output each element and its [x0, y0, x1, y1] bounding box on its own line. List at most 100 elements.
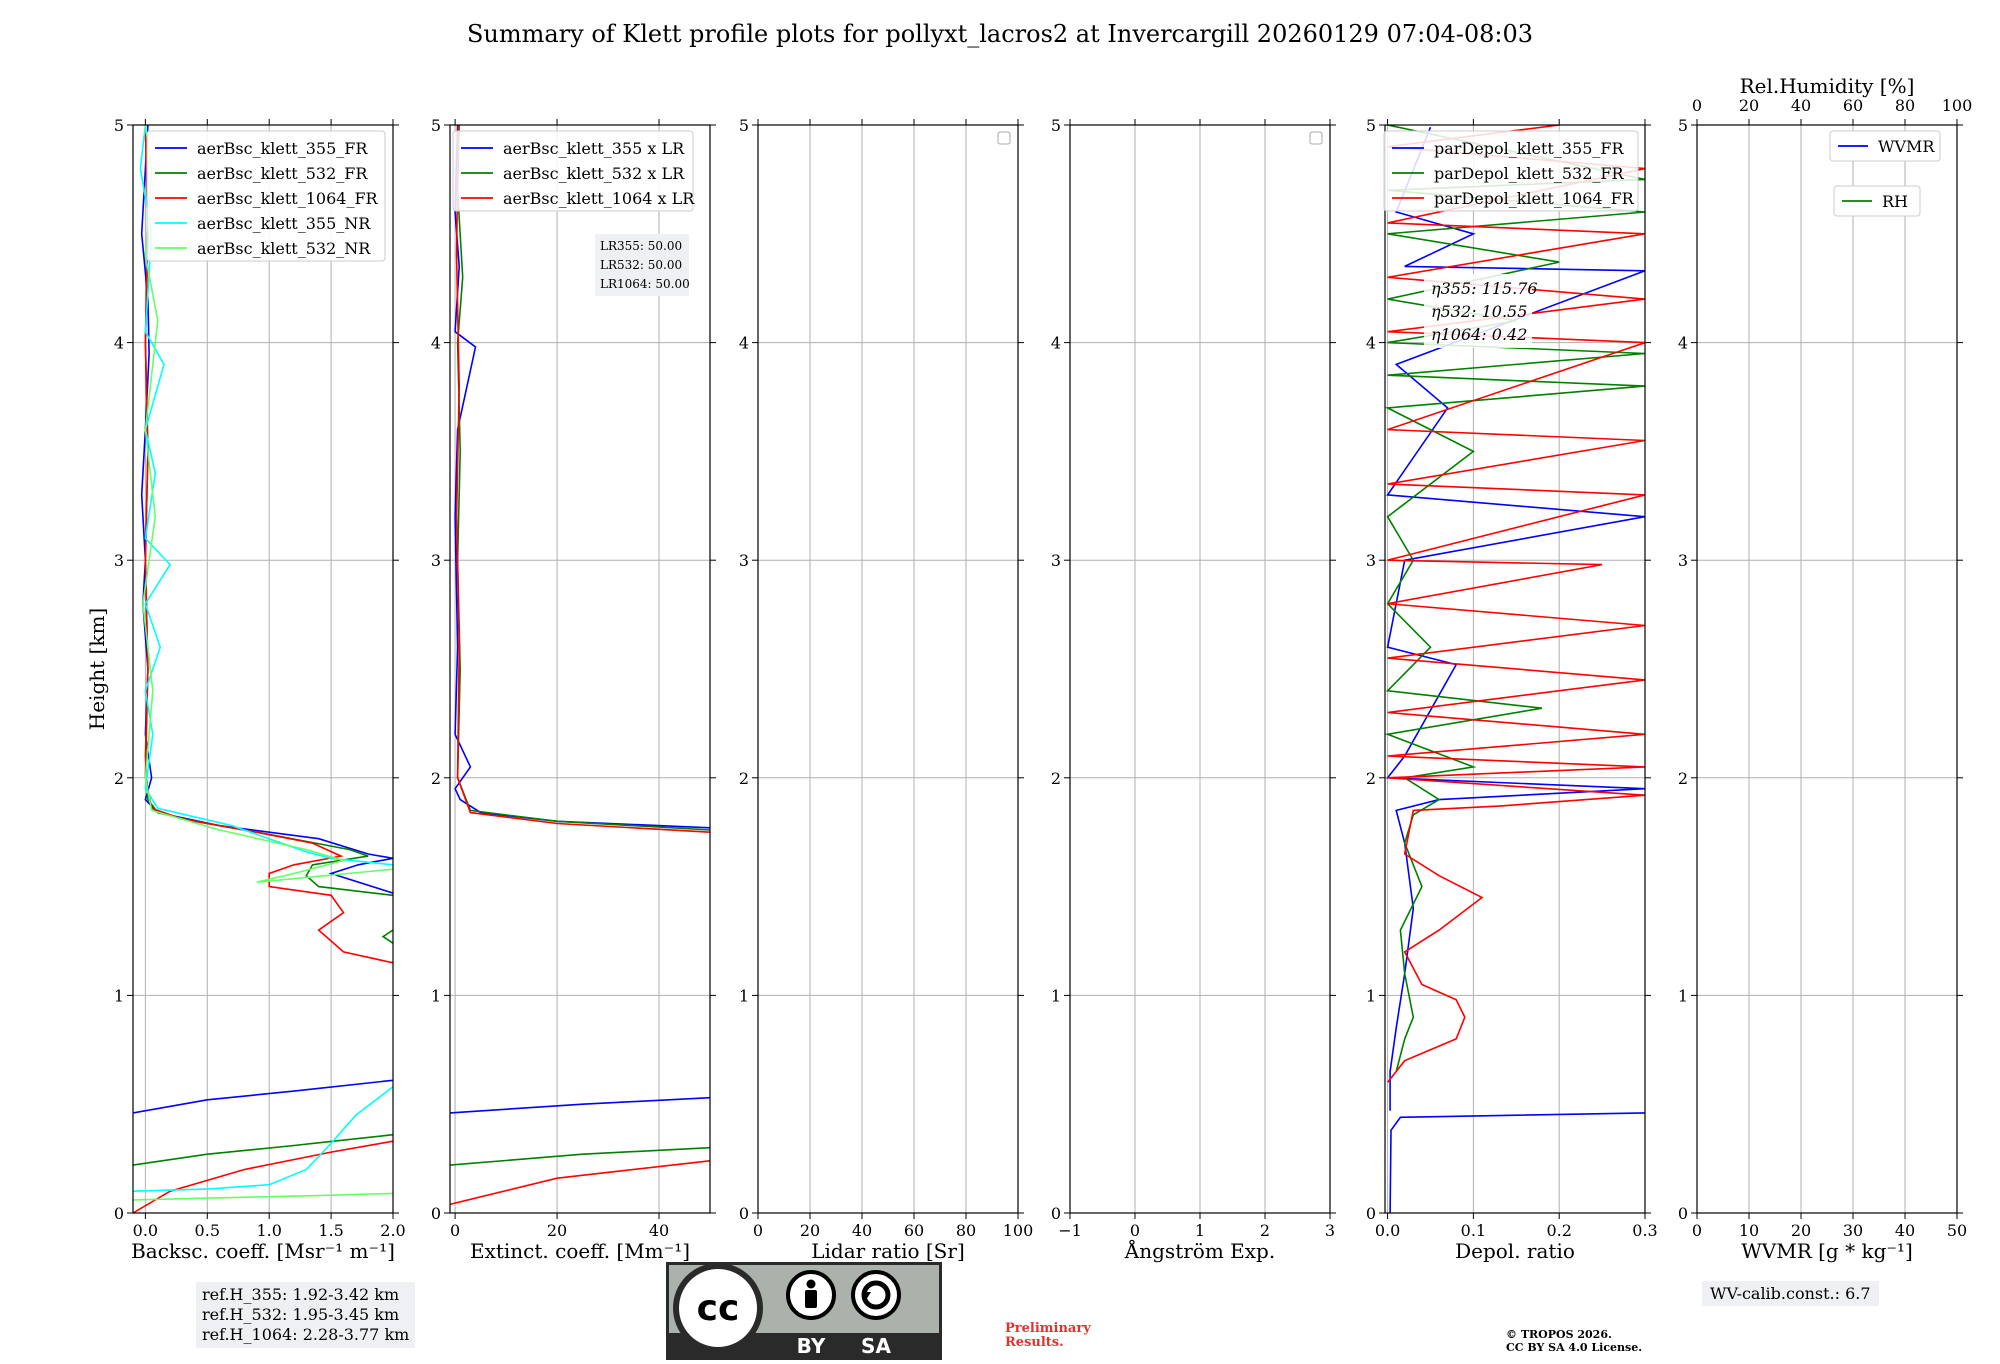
x-tick-label: 0: [1130, 1221, 1140, 1240]
eta-annotation: η355: 115.76: [1431, 279, 1538, 298]
x-axis-label: Backsc. coeff. [Msr⁻¹ m⁻¹]: [131, 1239, 395, 1263]
y-tick-label: 0: [1678, 1204, 1688, 1223]
x-tick-label: 0.1: [1461, 1221, 1486, 1240]
axes-frame: [1696, 124, 1958, 1214]
x-tick-label: 2.0: [380, 1221, 405, 1240]
legend-label: parDepol_klett_532_FR: [1434, 164, 1625, 183]
cc-license-badge: cc BY SA: [666, 1262, 942, 1364]
x-axis-label: Ångström Exp.: [1124, 1238, 1275, 1263]
x-tick-label: −1: [1058, 1221, 1082, 1240]
y-tick-label: 1: [1051, 986, 1061, 1005]
copyright-note: © TROPOS 2026. CC BY SA 4.0 License.: [1506, 1328, 1643, 1354]
x-tick-label: 1.5: [318, 1221, 343, 1240]
y-tick-label: 1: [114, 986, 124, 1005]
x-tick-label: 100: [1003, 1221, 1034, 1240]
x-tick-label: 0.2: [1546, 1221, 1571, 1240]
legend-box: [1383, 130, 1639, 212]
top-tick-label: 100: [1942, 96, 1973, 115]
top-tick-label: 80: [1895, 96, 1915, 115]
panel-wv: 0 10 20 30 40 50 0 1 2 3 4 5 WVMR [g * kg⁻¹] 0 20 40 60 8…: [1678, 74, 1972, 1263]
wv-calib-box: WV-calib.const.: 6.7: [1702, 1281, 1879, 1306]
x-tick-label: 0.0: [133, 1221, 158, 1240]
refh-355: ref.H_355: 1.92-3.42 km: [202, 1285, 400, 1304]
sa-icon: [851, 1270, 901, 1320]
legend-label: WVMR: [1878, 137, 1935, 156]
y-tick-label: 5: [1678, 116, 1688, 135]
x-tick-label: 0.5: [195, 1221, 220, 1240]
y-axis-label: Height [km]: [85, 608, 109, 730]
y-tick-label: 4: [114, 334, 124, 353]
legend-box: [146, 130, 386, 262]
panel-bsc: 0.0 0.5 1.0 1.5 2.0 0 1 2 3 4 5 Backsc. coeff. [Msr…: [85, 116, 406, 1263]
legend-label: aerBsc_klett_1064_FR: [197, 189, 379, 208]
x-tick-label: 40: [1895, 1221, 1915, 1240]
y-tick-label: 1: [1366, 986, 1376, 1005]
panel-dep: 0.0 0.1 0.2 0.3 0 1 2 3 4 5 Depol. ratio parDepol_k…: [1366, 116, 1658, 1263]
series-aerBsc_klett_355_FR: [133, 125, 393, 1114]
top-axis-label: Rel.Humidity [%]: [1740, 74, 1915, 98]
legend-label: parDepol_klett_1064_FR: [1434, 189, 1635, 208]
axes-frame: [132, 124, 394, 1214]
refh-532: ref.H_532: 1.95-3.45 km: [202, 1305, 400, 1324]
y-tick-label: 3: [739, 551, 749, 570]
x-tick-label: 40: [852, 1221, 872, 1240]
x-axis-label: Extinct. coeff. [Mm⁻¹]: [470, 1239, 690, 1263]
y-tick-label: 5: [1051, 116, 1061, 135]
x-tick-label: 20: [800, 1221, 820, 1240]
refh-1064: ref.H_1064: 2.28-3.77 km: [202, 1325, 410, 1344]
y-tick-label: 2: [1678, 769, 1688, 788]
series-aerBsc_klett_532_FR: [133, 125, 393, 1166]
by-label: BY: [797, 1334, 826, 1358]
eta-annotation: η532: 10.55: [1431, 302, 1527, 321]
x-tick-label: 1: [1195, 1221, 1205, 1240]
y-tick-label: 0: [431, 1204, 441, 1223]
y-tick-label: 3: [1678, 551, 1688, 570]
x-tick-label: 0: [753, 1221, 763, 1240]
y-tick-label: 2: [114, 769, 124, 788]
y-tick-label: 3: [1366, 551, 1376, 570]
x-tick-label: 50: [1947, 1221, 1967, 1240]
x-axis-label: Lidar ratio [Sr]: [811, 1239, 965, 1263]
y-tick-label: 2: [431, 769, 441, 788]
series-aerBsc_klett_1064 x LR: [450, 125, 710, 1206]
y-tick-label: 1: [739, 986, 749, 1005]
y-tick-label: 4: [1366, 334, 1376, 353]
x-tick-label: 60: [904, 1221, 924, 1240]
legend-label: aerBsc_klett_532_FR: [197, 164, 368, 183]
lr-annotation-box: [595, 234, 689, 296]
lr-annotation: LR532: 50.00: [600, 258, 682, 272]
top-tick-label: 40: [1791, 96, 1811, 115]
y-tick-label: 1: [1678, 986, 1688, 1005]
y-tick-label: 4: [431, 334, 441, 353]
top-tick-label: 60: [1843, 96, 1863, 115]
legend-box-rh: [1833, 185, 1921, 217]
lr-annotation: LR355: 50.00: [600, 239, 682, 253]
axes-frame: [1384, 124, 1646, 1214]
legend-label: aerBsc_klett_1064 x LR: [503, 189, 695, 208]
y-tick-label: 3: [431, 551, 441, 570]
legend-label: parDepol_klett_355_FR: [1434, 139, 1625, 158]
x-tick-label: 80: [956, 1221, 976, 1240]
y-tick-label: 5: [739, 116, 749, 135]
y-tick-label: 4: [1051, 334, 1061, 353]
cc-text: cc: [697, 1288, 740, 1329]
series-parDepol_klett_532_FR: [1385, 125, 1645, 1072]
y-tick-label: 2: [739, 769, 749, 788]
legend-box: [452, 130, 694, 212]
y-tick-label: 0: [114, 1204, 124, 1223]
x-tick-label: 1.0: [256, 1221, 281, 1240]
legend-box-wvmr: [1829, 130, 1941, 162]
x-axis-label: Depol. ratio: [1455, 1239, 1575, 1263]
top-tick-label: 0: [1692, 96, 1702, 115]
series-aerBsc_klett_532_NR: [133, 125, 393, 1201]
x-tick-label: 30: [1843, 1221, 1863, 1240]
x-tick-label: 0: [450, 1221, 460, 1240]
series-parDepol_klett_1064_FR: [1386, 125, 1645, 1083]
figure-title: Summary of Klett profile plots for polly…: [466, 20, 1534, 48]
axes-frame: [757, 124, 1019, 1214]
legend-label: RH: [1882, 192, 1908, 211]
x-tick-label: 0.0: [1375, 1221, 1400, 1240]
y-tick-label: 1: [431, 986, 441, 1005]
